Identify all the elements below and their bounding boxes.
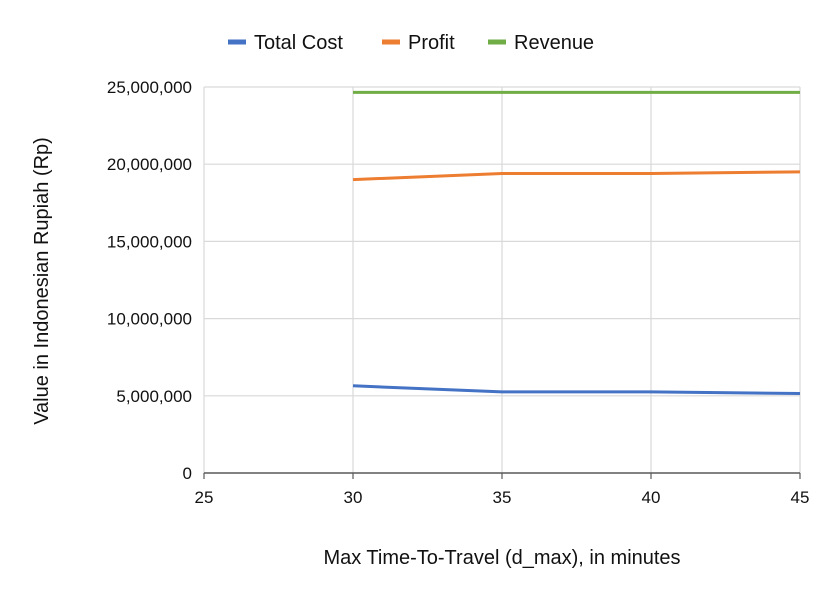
y-tick-label: 25,000,000 (107, 78, 192, 97)
gridlines (203, 86, 801, 473)
y-axis-title: Value in Indonesian Rupiah (Rp) (31, 137, 53, 425)
x-tick-label: 40 (642, 488, 661, 507)
series-line-total-cost (352, 384, 801, 395)
x-tick-label: 25 (195, 488, 214, 507)
y-tick-label: 0 (183, 464, 192, 483)
x-tick-label: 45 (791, 488, 810, 507)
x-tick-label: 30 (344, 488, 363, 507)
y-tick-label: 15,000,000 (107, 232, 192, 251)
y-tick-label: 20,000,000 (107, 155, 192, 174)
y-tick-labels: 0 5,000,000 10,000,000 15,000,000 20,000,000… (107, 78, 192, 483)
series-lines (352, 90, 801, 395)
legend-label: Profit (408, 32, 455, 54)
x-tick-labels: 25 30 35 40 45 (195, 488, 810, 507)
legend-label: Total Cost (254, 32, 343, 54)
y-tick-label: 10,000,000 (107, 310, 192, 329)
y-tick-label: 5,000,000 (116, 387, 192, 406)
x-axis-title: Max Time-To-Travel (d_max), in minutes (323, 547, 680, 569)
axes (203, 472, 801, 479)
legend-label: Revenue (514, 32, 594, 54)
x-tick-label: 35 (493, 488, 512, 507)
series-line-profit (352, 170, 801, 182)
legend: Total Cost Profit Revenue (228, 32, 594, 54)
